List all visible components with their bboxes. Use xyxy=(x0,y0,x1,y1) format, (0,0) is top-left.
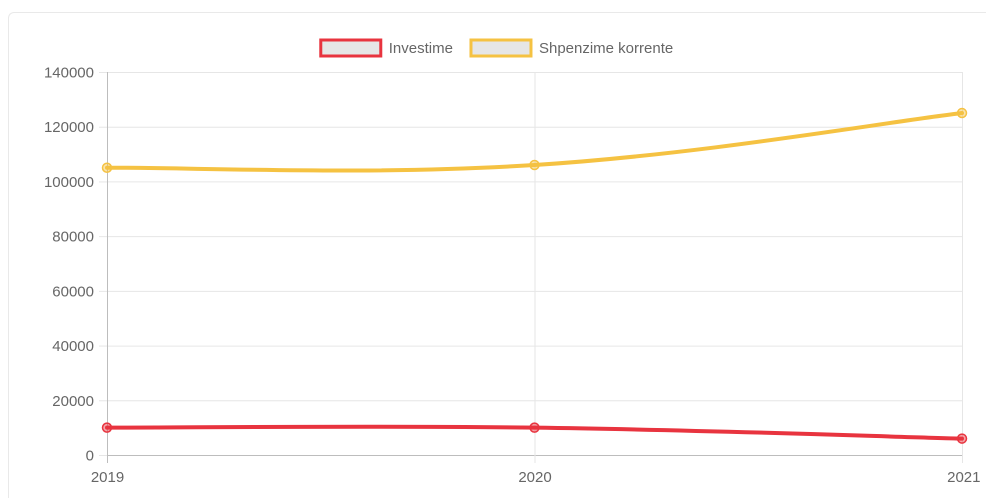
chart-card xyxy=(8,12,986,498)
data-point-shpenzime-korrente xyxy=(529,159,540,171)
y-tick-label: 0 xyxy=(86,448,94,465)
legend-label-shpenzime-korrente: Shpenzime korrente xyxy=(539,40,673,57)
x-tick-label: 2019 xyxy=(91,469,124,486)
legend-swatch-investime xyxy=(319,38,383,58)
data-point-investime xyxy=(529,422,540,433)
y-tick-label: 20000 xyxy=(52,393,94,410)
y-tick-label: 40000 xyxy=(52,338,94,355)
legend: Investime Shpenzime korrente xyxy=(319,38,673,58)
data-point-shpenzime-korrente xyxy=(956,107,968,119)
y-tick-label: 140000 xyxy=(44,65,94,82)
data-point-shpenzime-korrente xyxy=(101,162,113,173)
legend-swatch-shpenzime-korrente xyxy=(469,38,533,58)
y-tick-label: 120000 xyxy=(44,119,94,136)
x-tick-label: 2020 xyxy=(518,469,551,486)
x-tick-label: 2021 xyxy=(947,469,980,486)
series-line-shpenzime-korrente xyxy=(105,111,964,173)
series-line-investime xyxy=(105,424,964,441)
y-tick-label: 60000 xyxy=(52,283,94,300)
y-tick-label: 80000 xyxy=(52,229,94,246)
legend-label-investime: Investime xyxy=(389,40,453,57)
data-point-investime xyxy=(101,422,113,433)
y-tick-label: 100000 xyxy=(44,174,94,191)
data-point-investime xyxy=(956,433,968,444)
